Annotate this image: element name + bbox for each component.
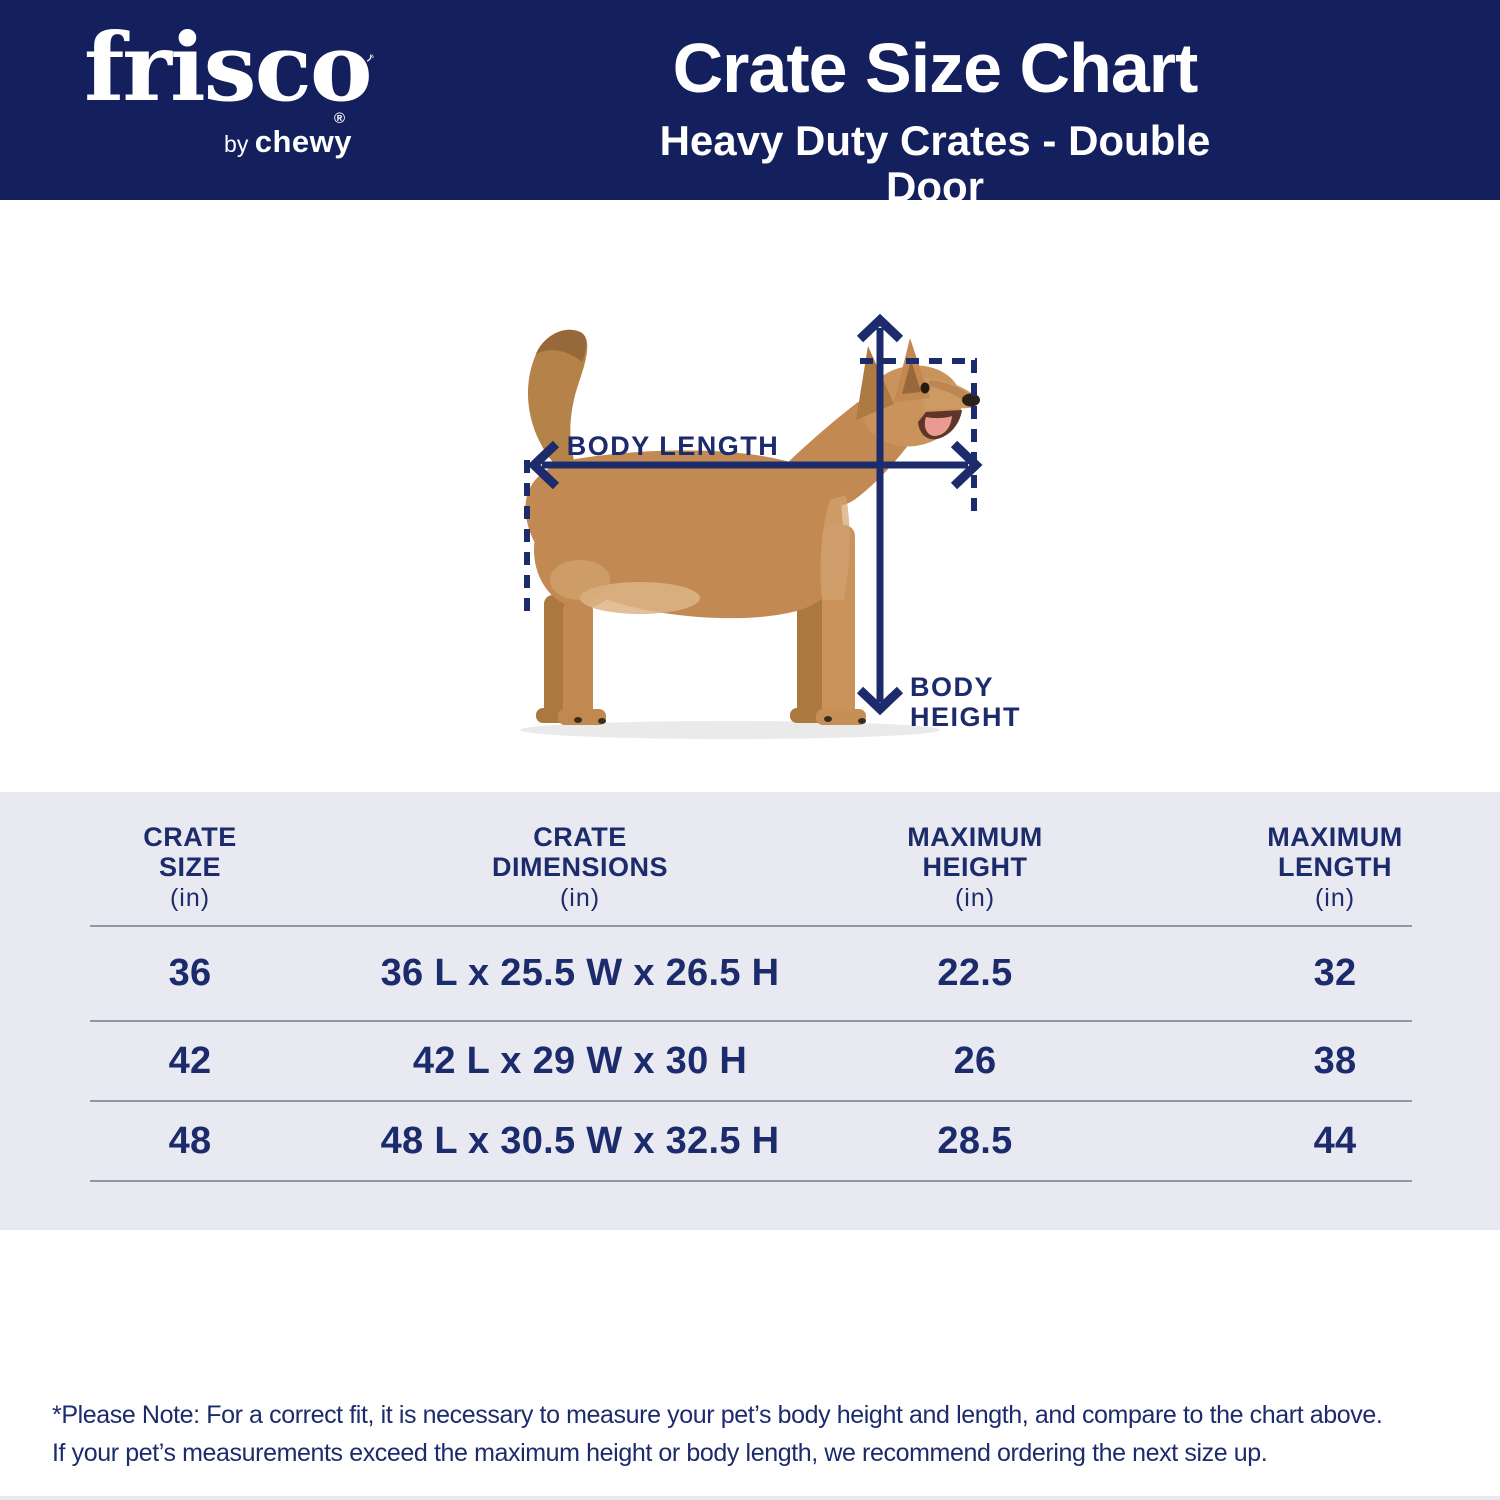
size-table: CRATE SIZE (in) CRATE DIMENSIONS (in) MA… [0, 792, 1500, 1230]
table-row: 36 36 L x 25.5 W x 26.5 H 22.5 32 [0, 926, 1500, 1020]
table-divider [90, 1180, 1412, 1182]
footnote-line1: *Please Note: For a correct fit, it is n… [52, 1401, 1383, 1429]
footnote: *Please Note: For a correct fit, it is n… [52, 1396, 1492, 1472]
header-titles: Crate Size Chart Heavy Duty Crates - Dou… [610, 30, 1260, 210]
unit-label: (in) [559, 884, 601, 912]
unit-label: (in) [954, 884, 996, 912]
cell-maximum-length: 44 [1313, 1119, 1357, 1162]
frisco-logo: frisco ® by chewy [84, 18, 374, 168]
byline: by chewy [224, 124, 352, 160]
dog-eye [920, 382, 930, 394]
footnote-line2: If your pet’s measurements exceed the ma… [52, 1439, 1268, 1467]
cell-maximum-length: 38 [1313, 1039, 1357, 1082]
dog-ear-back [856, 346, 894, 420]
column-header-crate-size: CRATE SIZE (in) [0, 822, 380, 913]
header-banner: frisco ® by chewy Crate Size Chart Heavy… [0, 0, 1500, 210]
measurement-diagram: BODY LENGTH BODY HEIGHT [460, 300, 1020, 750]
chewy-brand-text: chewy [254, 124, 352, 159]
bottom-edge-strip [0, 1496, 1500, 1500]
unit-label: (in) [169, 884, 211, 912]
body-height-label-line2: HEIGHT [910, 702, 1020, 732]
table-divider [90, 1020, 1412, 1022]
unit-label: (in) [1314, 884, 1356, 912]
frisco-brand-text: frisco [84, 13, 373, 123]
registered-trademark: ® [334, 110, 346, 127]
column-header-maximum-height: MAXIMUM HEIGHT (in) [780, 822, 1170, 913]
body-height-label-line1: BODY [910, 672, 994, 702]
cell-maximum-length: 32 [1313, 951, 1357, 994]
page-title: Crate Size Chart [672, 29, 1199, 107]
dog-tail [527, 329, 588, 470]
page-subtitle: Heavy Duty Crates - Double Door [659, 117, 1211, 210]
cell-maximum-height: 22.5 [937, 951, 1013, 994]
byline-prefix: by [224, 131, 249, 157]
dog-tongue [924, 416, 952, 436]
cell-crate-size: 42 [168, 1039, 212, 1082]
dog-shadow [520, 721, 940, 739]
measurement-arrows [524, 313, 983, 716]
table-row: 42 42 L x 29 W x 30 H 26 38 [0, 1022, 1500, 1100]
cell-crate-dimensions: 48 L x 30.5 W x 32.5 H [380, 1119, 780, 1162]
column-header-crate-dimensions: CRATE DIMENSIONS (in) [380, 822, 780, 913]
table-header-row: CRATE SIZE (in) CRATE DIMENSIONS (in) MA… [0, 822, 1500, 913]
cell-crate-dimensions: 36 L x 25.5 W x 26.5 H [380, 951, 780, 994]
cell-crate-dimensions: 42 L x 29 W x 30 H [412, 1039, 748, 1082]
dog-measurement-illustration: BODY LENGTH BODY HEIGHT [520, 313, 1020, 739]
cell-crate-size: 36 [168, 951, 212, 994]
dog-nose [962, 393, 980, 407]
cell-maximum-height: 26 [953, 1039, 997, 1082]
table-row: 48 48 L x 30.5 W x 32.5 H 28.5 44 [0, 1102, 1500, 1180]
table-divider [90, 925, 1412, 927]
body-length-label: BODY LENGTH [567, 431, 780, 461]
table-divider [90, 1100, 1412, 1102]
cell-crate-size: 48 [168, 1119, 212, 1162]
frisco-wordmark: frisco ® [84, 13, 374, 127]
column-header-maximum-length: MAXIMUM LENGTH (in) [1170, 822, 1500, 913]
tail-swoosh-icon [366, 54, 374, 62]
cell-maximum-height: 28.5 [937, 1119, 1013, 1162]
